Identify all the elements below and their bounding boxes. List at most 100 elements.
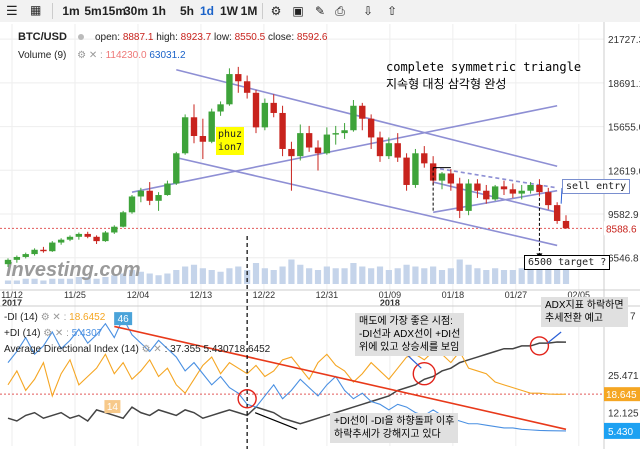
volume-bar [182,266,189,284]
sell-entry-pointer [560,187,563,204]
volume-bar [297,264,304,284]
di-minus-settings-icon[interactable]: ⚙ ✕ : [40,312,67,323]
time-axis-label: 12/04 [127,290,150,300]
timeframe-5h[interactable]: 5h [179,4,194,18]
declining-di-trendline [114,325,567,431]
volume-bar [31,278,38,284]
upload-icon[interactable]: ⇧ [386,4,398,18]
candle-body [208,111,215,142]
volume-settings-icon[interactable]: ⚙ ✕ : [77,50,103,61]
candle-body [93,236,100,242]
volume-bar [306,268,313,284]
volume-bar [120,273,127,284]
candle-body [102,232,109,242]
candle-body [119,212,127,227]
triangle-title: complete symmetric triangle [386,60,582,74]
di-plus-settings-icon[interactable]: ⚙ ✕ : [43,328,69,339]
volume-value-a: 114230.0 [105,50,147,61]
status-dot-icon [78,34,84,40]
candle-body [509,189,517,194]
candle-body [438,173,446,181]
menu-icon[interactable]: ☰ [6,3,18,18]
volume-bar [536,268,543,284]
volume-bar [40,280,47,284]
time-axis-label: 01/09 [379,290,402,300]
timeframe-1h[interactable]: 1h [151,4,166,18]
best-time-note: 매도에 가장 좋은 시점: -DI선과 ADX선이 +DI선 위에 있고 상승세… [355,313,465,356]
timeframe-5m[interactable]: 5m [84,4,102,18]
adx-label[interactable]: Average Directional Index (14) [4,344,139,355]
best-time-line-3: 위에 있고 상승세를 보임 [359,342,460,353]
peak-tag-bg [114,312,133,326]
candle-body [128,196,136,213]
di-plus-tag: 5.430 [608,427,633,438]
candle-body [518,190,525,194]
download-icon[interactable]: ⇩ [362,4,374,18]
drawing-icon[interactable]: ✎ [314,4,326,18]
timeframe-30m[interactable]: 30m [124,4,149,18]
volume-bar [146,273,153,284]
candle-body [474,183,481,191]
triangle-lower-line [176,156,558,247]
volume-bar [421,268,428,284]
inner-triangle-lower-line [433,189,558,214]
timeframe-1w[interactable]: 1W [220,4,238,18]
candle-body [181,117,189,154]
gear-icon[interactable]: ⚙ [270,4,282,18]
timeframe-15m[interactable]: 15m [102,4,127,18]
volume-bar [554,256,561,284]
toolbar-divider [262,3,263,19]
di-minus-label[interactable]: -DI (14) [4,312,38,323]
candle-body [483,190,490,200]
volume-bar [4,280,12,284]
candle-body [412,153,419,185]
candle-body [49,242,56,252]
phuzion-line-1: phuz [218,129,243,140]
candle-body [465,183,472,211]
candle-body [305,133,313,148]
camera-icon[interactable]: ▣ [292,4,304,18]
adx-settings-icon[interactable]: ⚙ ✕ [141,344,162,355]
volume-bar [438,270,446,284]
volume-bar [22,278,29,284]
di-minus-line [7,350,567,398]
volume-bar [518,268,525,284]
calendar-icon[interactable]: ▦ [30,3,42,17]
di-plus-readout: +DI (14) ⚙ ✕ : 5.4307 [4,328,102,339]
candle-body [164,183,171,196]
volume-bar [217,271,224,284]
volume-bar [376,266,384,284]
candle-body [84,233,91,237]
symbol-label[interactable]: BTC/USD [18,31,67,43]
candle-body [235,74,242,82]
chart-background [0,22,640,449]
candle-body [111,226,118,233]
timeframe-1m[interactable]: 1m [62,4,80,18]
timeframe-1d[interactable]: 1d [199,4,214,18]
time-axis-label: 01/27 [505,290,528,300]
candle-body [243,81,251,93]
low-tag: 14 [107,402,119,413]
volume-label[interactable]: Volume (9) [18,50,67,61]
toolbar-divider [52,3,53,19]
adx-signal-line-1: ADX지표 하락하면 [545,300,624,311]
volume-bar [261,268,268,284]
toolbar: ☰ ▦ 1m 5m 15m 30m 1h 5h 1d 1W 1M ⚙ ▣ ✎ ⎙ ⇩ ⇧ [0,0,640,23]
candle-body [536,184,543,193]
crossover-circle [237,389,257,409]
candle-body [190,117,198,136]
low-tag-bg [104,400,121,414]
volume-bar [314,270,322,284]
price-axis-tick: 15655.0 [608,123,640,134]
volume-bar [93,278,100,284]
timeframe-1m[interactable]: 1M [240,4,258,18]
adx-axis-tick: 12.125 [608,408,639,419]
volume-bar [164,273,171,284]
candle-body [545,192,552,206]
di-plus-value: 5.4307 [71,328,103,339]
di-plus-label[interactable]: +DI (14) [4,328,41,339]
di-plus-tag-bg [604,422,640,439]
print-icon[interactable]: ⎙ [335,4,345,18]
sell-entry-label: sell entry [562,179,631,194]
